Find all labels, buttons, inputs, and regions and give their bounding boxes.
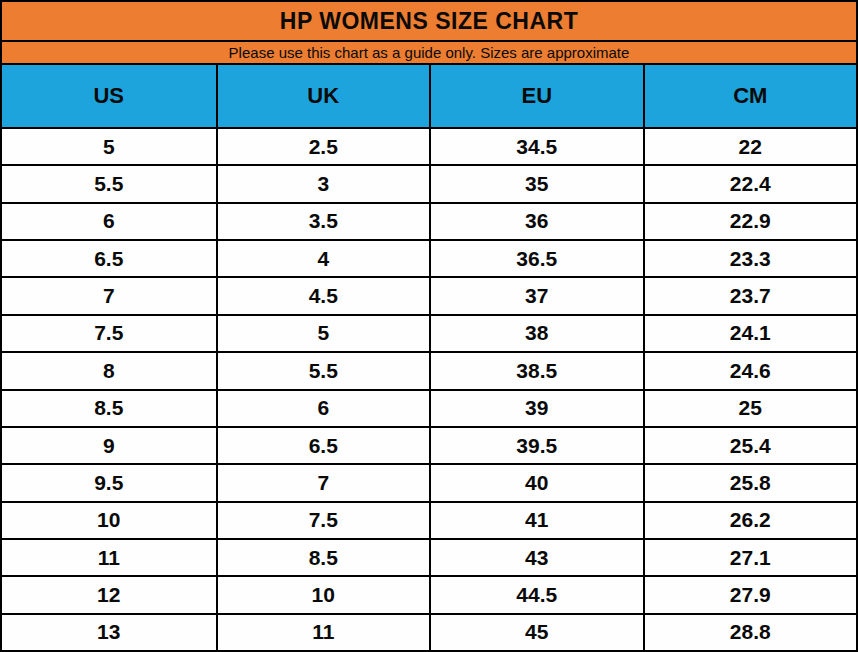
table-row: 118.54327.1 xyxy=(2,538,856,575)
chart-subtitle-row: Please use this chart as a guide only. S… xyxy=(2,40,856,63)
table-cell-uk: 7 xyxy=(216,465,430,500)
table-row: 6.5436.523.3 xyxy=(2,239,856,276)
table-cell-eu: 38.5 xyxy=(429,353,643,388)
table-cell-uk: 6 xyxy=(216,391,430,426)
table-cell-uk: 3 xyxy=(216,166,430,201)
table-cell-us: 11 xyxy=(2,540,216,575)
table-cell-eu: 44.5 xyxy=(429,577,643,612)
table-cell-cm: 23.3 xyxy=(643,241,857,276)
table-cell-eu: 41 xyxy=(429,503,643,538)
table-cell-eu: 40 xyxy=(429,465,643,500)
table-cell-us: 6 xyxy=(2,204,216,239)
size-chart-table: HP WOMENS SIZE CHART Please use this cha… xyxy=(0,0,858,652)
table-row: 121044.527.9 xyxy=(2,575,856,612)
table-row: 8.563925 xyxy=(2,389,856,426)
table-cell-eu: 36 xyxy=(429,204,643,239)
table-body: 52.534.5225.533522.463.53622.96.5436.523… xyxy=(2,127,856,650)
table-cell-us: 7.5 xyxy=(2,316,216,351)
table-cell-cm: 25.8 xyxy=(643,465,857,500)
table-cell-uk: 4.5 xyxy=(216,278,430,313)
table-cell-uk: 6.5 xyxy=(216,428,430,463)
table-cell-cm: 23.7 xyxy=(643,278,857,313)
table-cell-cm: 28.8 xyxy=(643,615,857,650)
table-cell-us: 10 xyxy=(2,503,216,538)
table-cell-eu: 38 xyxy=(429,316,643,351)
table-cell-us: 5.5 xyxy=(2,166,216,201)
table-cell-uk: 4 xyxy=(216,241,430,276)
table-cell-cm: 24.1 xyxy=(643,316,857,351)
column-header-us: US xyxy=(2,65,216,127)
table-header-row: USUKEUCM xyxy=(2,63,856,127)
table-cell-us: 9 xyxy=(2,428,216,463)
table-cell-eu: 36.5 xyxy=(429,241,643,276)
table-cell-cm: 22 xyxy=(643,129,857,164)
table-cell-cm: 27.9 xyxy=(643,577,857,612)
table-cell-us: 13 xyxy=(2,615,216,650)
table-cell-cm: 22.4 xyxy=(643,166,857,201)
table-cell-eu: 39.5 xyxy=(429,428,643,463)
table-cell-us: 9.5 xyxy=(2,465,216,500)
table-cell-eu: 35 xyxy=(429,166,643,201)
table-row: 52.534.522 xyxy=(2,127,856,164)
table-cell-uk: 7.5 xyxy=(216,503,430,538)
table-cell-cm: 22.9 xyxy=(643,204,857,239)
table-cell-eu: 34.5 xyxy=(429,129,643,164)
table-cell-cm: 27.1 xyxy=(643,540,857,575)
table-cell-us: 5 xyxy=(2,129,216,164)
table-cell-us: 7 xyxy=(2,278,216,313)
table-cell-cm: 26.2 xyxy=(643,503,857,538)
table-cell-us: 8 xyxy=(2,353,216,388)
table-row: 63.53622.9 xyxy=(2,202,856,239)
table-row: 5.533522.4 xyxy=(2,164,856,201)
table-cell-us: 12 xyxy=(2,577,216,612)
table-row: 107.54126.2 xyxy=(2,501,856,538)
table-cell-uk: 3.5 xyxy=(216,204,430,239)
column-header-uk: UK xyxy=(216,65,430,127)
table-cell-uk: 8.5 xyxy=(216,540,430,575)
table-row: 85.538.524.6 xyxy=(2,351,856,388)
chart-title-row: HP WOMENS SIZE CHART xyxy=(2,2,856,40)
table-row: 74.53723.7 xyxy=(2,276,856,313)
table-cell-eu: 43 xyxy=(429,540,643,575)
table-cell-cm: 25.4 xyxy=(643,428,857,463)
table-cell-uk: 2.5 xyxy=(216,129,430,164)
table-cell-us: 8.5 xyxy=(2,391,216,426)
table-cell-cm: 24.6 xyxy=(643,353,857,388)
table-row: 7.553824.1 xyxy=(2,314,856,351)
table-cell-uk: 5 xyxy=(216,316,430,351)
table-cell-eu: 37 xyxy=(429,278,643,313)
chart-title: HP WOMENS SIZE CHART xyxy=(280,8,578,35)
column-header-cm: CM xyxy=(643,65,857,127)
table-cell-uk: 11 xyxy=(216,615,430,650)
table-cell-eu: 45 xyxy=(429,615,643,650)
chart-subtitle: Please use this chart as a guide only. S… xyxy=(229,44,630,61)
table-row: 13114528.8 xyxy=(2,613,856,650)
column-header-eu: EU xyxy=(429,65,643,127)
table-row: 9.574025.8 xyxy=(2,463,856,500)
table-cell-uk: 10 xyxy=(216,577,430,612)
table-cell-us: 6.5 xyxy=(2,241,216,276)
table-cell-cm: 25 xyxy=(643,391,857,426)
table-cell-uk: 5.5 xyxy=(216,353,430,388)
table-row: 96.539.525.4 xyxy=(2,426,856,463)
table-cell-eu: 39 xyxy=(429,391,643,426)
